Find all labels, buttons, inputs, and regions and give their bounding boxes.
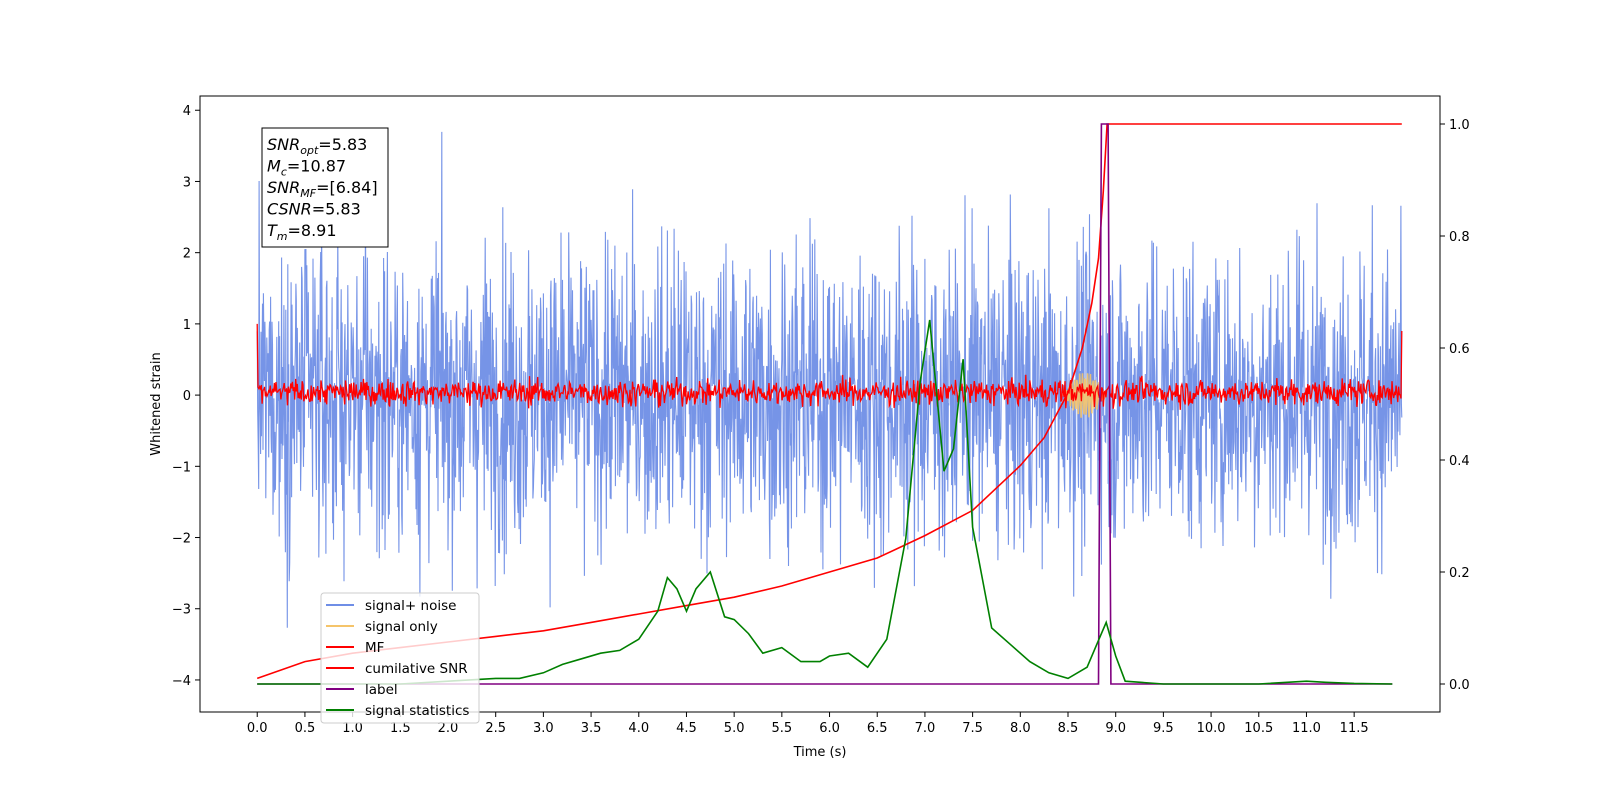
y-tick-label: 0 [183, 389, 191, 404]
mf-series [256, 323, 1403, 410]
x-tick-label: 9.0 [1105, 721, 1126, 736]
legend-label: MF [365, 640, 384, 656]
x-tick-label: 6.5 [867, 721, 888, 736]
info-line: SNRMF=[6.84] [267, 178, 378, 200]
y-axis-label: Whitened strain [149, 352, 164, 455]
y-tick-label: 1 [183, 318, 191, 333]
x-tick-label: 4.5 [676, 721, 697, 736]
x-tick-label: 7.5 [962, 721, 983, 736]
legend-label: label [365, 682, 398, 698]
legend: signal+ noise signal only MF cumilative SNR… [320, 592, 480, 724]
legend-label: cumilative SNR [365, 661, 468, 677]
signal-noise-line [256, 131, 1403, 628]
x-tick-label: 4.0 [628, 721, 649, 736]
y-tick-label: 4 [183, 104, 191, 119]
x-tick-label: 3.5 [581, 721, 602, 736]
x-tick-label: 5.5 [772, 721, 793, 736]
y-tick-label: −3 [172, 603, 191, 618]
info-line: SNRopt=5.83 [267, 135, 367, 157]
y-right-tick-label: 0.2 [1449, 566, 1470, 581]
x-tick-label: 7.0 [915, 721, 936, 736]
y-tick-label: −4 [172, 674, 191, 689]
info-box: SNRopt=5.83Mc=10.87SNRMF=[6.84]CSNR=5.83… [261, 127, 389, 248]
mf-line [256, 323, 1403, 410]
x-tick-label: 10.5 [1244, 721, 1273, 736]
info-line: CSNR=5.83 [267, 200, 361, 219]
y-right-tick-label: 0.4 [1449, 454, 1470, 469]
legend-label: signal only [365, 619, 438, 635]
y-right-tick-label: 0.8 [1449, 230, 1470, 245]
info-line: Mc=10.87 [267, 157, 346, 179]
legend-frame [320, 592, 480, 724]
plot-frame [199, 95, 1441, 713]
y-tick-label: 2 [183, 247, 191, 262]
x-tick-label: 10.0 [1197, 721, 1226, 736]
y-right-tick-label: 0.6 [1449, 342, 1470, 357]
legend-label: signal+ noise [365, 598, 456, 614]
x-tick-label: 0.0 [247, 721, 268, 736]
signal-statistics-line [257, 319, 1393, 685]
info-box-frame [261, 127, 389, 248]
x-tick-label: 2.0 [438, 721, 459, 736]
x-axis-label: Time (s) [793, 745, 847, 760]
x-tick-label: 1.5 [390, 721, 411, 736]
y-tick-label: −1 [172, 460, 191, 475]
x-tick-label: 11.5 [1340, 721, 1369, 736]
x-tick-label: 1.0 [342, 721, 363, 736]
y-right-tick-label: 1.0 [1449, 118, 1470, 133]
y-tick-label: −2 [172, 532, 191, 547]
x-tick-label: 0.5 [295, 721, 316, 736]
x-tick-label: 3.0 [533, 721, 554, 736]
axes: 0.0 0.5 1.0 1.5 2.0 2.5 3.0 3.5 4.0 4.5 5.0 5.5 6.0 6… [172, 104, 1470, 736]
y-tick-label: 3 [183, 175, 191, 190]
x-tick-label: 9.5 [1153, 721, 1174, 736]
x-tick-label: 2.5 [485, 721, 506, 736]
info-line: Tm=8.91 [267, 221, 337, 243]
x-tick-label: 8.5 [1058, 721, 1079, 736]
legend-label: signal statistics [365, 703, 469, 719]
x-tick-label: 5.0 [724, 721, 745, 736]
x-tick-label: 8.0 [1010, 721, 1031, 736]
y-right-tick-label: 0.0 [1449, 678, 1470, 693]
signal-noise-series [256, 131, 1403, 628]
x-tick-label: 6.0 [819, 721, 840, 736]
label-line [257, 123, 1393, 685]
x-tick-label: 11.0 [1292, 721, 1321, 736]
